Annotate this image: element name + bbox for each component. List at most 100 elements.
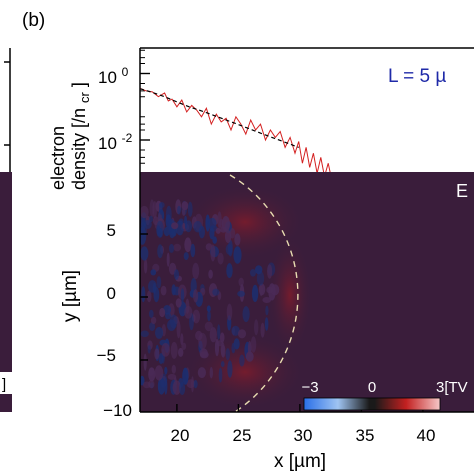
speckle-blob (149, 322, 156, 331)
xtick-label-20: 20 (171, 426, 190, 445)
ylabel-close: ] (69, 82, 89, 87)
speckle-blob (157, 244, 164, 259)
speckle-blob (217, 324, 221, 340)
speckle-blob (165, 312, 172, 320)
speckle-blob (219, 332, 225, 343)
red-lobe-lower (185, 334, 305, 410)
speckle-blob (156, 276, 162, 289)
speckle-blob (178, 347, 184, 357)
speckle-blob (245, 351, 254, 362)
speckle-blob (251, 284, 259, 302)
speckle-blob (239, 354, 245, 367)
speckle-blob (166, 252, 170, 267)
ytick-base: 10 (98, 68, 117, 87)
speckle-blob (154, 348, 160, 360)
speckle-blob (207, 310, 211, 322)
colorbar-label-min: −3 (301, 379, 318, 396)
speckle-blob (212, 236, 217, 244)
speckle-blob (195, 330, 203, 341)
ylabel-line2: density [/n cr ] (69, 82, 93, 190)
speckle-blob (159, 307, 166, 318)
left-colorbar-box (0, 372, 12, 394)
speckle-blob (205, 214, 210, 232)
speckle-blob (168, 218, 172, 233)
speckle-blob (193, 221, 203, 233)
speckle-blob (167, 373, 177, 380)
speckle-blob (176, 320, 181, 339)
series-simulated-density (140, 87, 331, 172)
speckle-blob (159, 202, 163, 215)
speckle-blob (184, 305, 193, 319)
speckle-blob (225, 244, 233, 255)
speckle-blob (170, 341, 178, 359)
density-curves (140, 87, 331, 172)
speckle-blob (209, 327, 217, 343)
speckle-blob (190, 243, 196, 258)
ytick-label-neg5: −5 (97, 346, 116, 365)
speckle-blob (172, 380, 181, 395)
speckle-blob (143, 220, 152, 229)
ytick-label-1e0: 10 0 (98, 65, 129, 87)
speckle-blob (250, 336, 257, 353)
speckle-blob (140, 205, 149, 219)
speckle-blob (157, 377, 166, 395)
speckle-blob (255, 265, 263, 275)
xtick-label-40: 40 (417, 426, 436, 445)
speckle-blob (226, 263, 233, 279)
xtick-label-35: 35 (356, 426, 375, 445)
colorbar-label-max: 3[TV (436, 379, 468, 396)
speckle-blob (152, 201, 157, 219)
speckle-blob (205, 243, 213, 251)
speckle-blob (260, 322, 265, 338)
speckle-blob (237, 329, 247, 339)
speckle-blob (212, 288, 220, 296)
speckle-blob (218, 367, 223, 383)
field-ylabel: y [µm] (60, 270, 81, 322)
speckle-blob (149, 309, 154, 318)
speckle-blob (210, 244, 216, 262)
ytick-exponent: -2 (122, 131, 133, 145)
speckle-blob (174, 269, 179, 280)
speckle-blob (227, 360, 233, 378)
speckle-blob (182, 367, 189, 385)
speckle-blob (155, 326, 164, 339)
speckle-blob (266, 286, 274, 294)
speckle-blob (208, 269, 213, 279)
speckle-blob (173, 243, 182, 252)
ytick-label-0: 0 (107, 284, 116, 303)
speckle-blob (217, 252, 224, 265)
speckle-blob (233, 246, 242, 264)
field-features (140, 174, 312, 412)
speckle-blob (204, 321, 213, 332)
red-lobe-front (268, 235, 312, 355)
speckle-blob (262, 297, 272, 303)
speckle-blob (177, 205, 181, 215)
speckle-blob (183, 252, 189, 261)
speckle-blob (259, 284, 264, 297)
colorbar-gradient (303, 397, 441, 411)
density-ylabel: electron density [/n cr ] (48, 82, 93, 190)
speckle-blob (197, 367, 206, 379)
left-colorbar-fragment: ] (2, 376, 6, 393)
speckle-blob (242, 306, 250, 323)
speckle-blob (193, 289, 199, 303)
field-xlabel: x [µm] (274, 451, 326, 472)
speckle-blob (265, 305, 269, 316)
speckle-blob (141, 286, 146, 303)
left-field-strip (0, 172, 12, 412)
speckle-blob (148, 380, 155, 389)
speckle-blob (264, 317, 269, 331)
speckle-blob (180, 288, 185, 303)
speckle-blob (192, 262, 200, 280)
ytick-exponent: 0 (122, 65, 129, 79)
speckle-blob (140, 330, 149, 338)
speckle-blob (147, 345, 151, 354)
ylabel-line1: electron (48, 126, 68, 190)
speckle-blob (215, 227, 221, 234)
speckle-blob (143, 258, 148, 274)
speckle-blob (156, 225, 161, 237)
speckle-blob (226, 303, 233, 321)
speckle-blob (225, 348, 230, 361)
speckle-blob (256, 271, 265, 286)
